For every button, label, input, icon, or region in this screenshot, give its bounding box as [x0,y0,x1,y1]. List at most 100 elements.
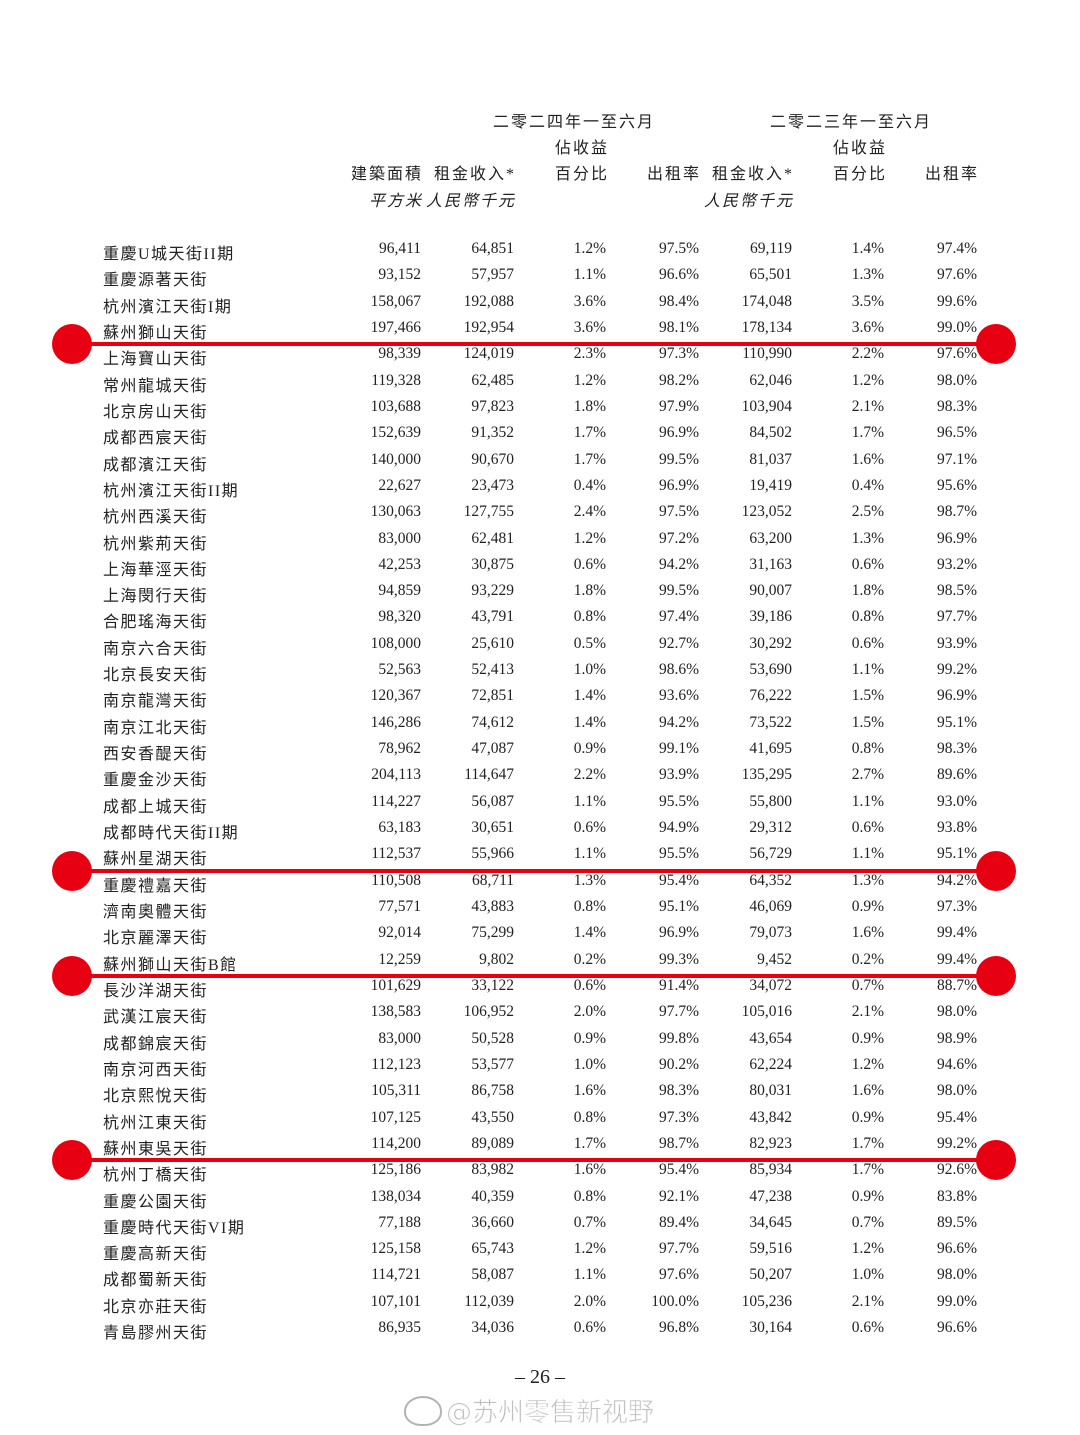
pct-2024-cell: 2.4% [573,503,606,521]
table-row: 上海華涇天街 42,253 30,875 0.6% 94.2% 31,163 0.6% 93.… [0,556,1080,582]
pct-2024-cell: 0.2% [573,950,606,968]
gfa-cell: 158,067 [370,292,421,310]
rent-2024-cell: 25,610 [471,634,514,652]
pct-2023-cell: 0.9% [851,1029,884,1047]
table-row: 杭州紫荊天街 83,000 62,481 1.2% 97.2% 63,200 1.3% 96.… [0,530,1080,556]
pct-2024-cell: 0.8% [573,1187,606,1205]
pct-2024-heading-1: 佔收益 [554,140,610,157]
gfa-cell: 78,962 [378,740,421,758]
property-name: 南京河西天街 [103,1061,209,1079]
watermark-text: @苏州零售新视野 [445,1398,655,1429]
pct-2023-cell: 1.5% [851,713,884,731]
rent-2024-cell: 52,413 [471,661,514,679]
gfa-cell: 92,014 [378,924,421,942]
rent-2023-cell: 30,292 [749,634,792,652]
rent-2023-cell: 19,419 [749,476,792,494]
rent-2024-cell: 112,039 [464,1292,514,1310]
pct-2024-cell: 2.0% [573,1292,606,1310]
occ-2023-cell: 96.5% [936,424,977,442]
occ-2023-cell: 96.9% [936,529,977,547]
occ-2024-cell: 97.5% [658,503,699,521]
occ-2023-cell: 97.7% [936,608,977,626]
rent-2023-cell: 90,007 [749,582,792,600]
rent-2023-cell: 174,048 [741,292,792,310]
rent-2024-cell: 62,481 [471,529,514,547]
occ-2024-cell: 97.9% [658,397,699,415]
pct-2023-cell: 2.1% [851,397,884,415]
occ-2023-cell: 93.8% [936,819,977,837]
pct-2023-cell: 3.5% [851,292,884,310]
rent-2023-cell: 85,934 [749,1161,792,1179]
rent-2024-cell: 192,088 [463,292,514,310]
gfa-cell: 138,583 [370,1003,421,1021]
occ-2023-cell: 98.3% [936,740,977,758]
red-dot-marker [52,851,92,891]
pct-2024-cell: 2.2% [573,766,606,784]
pct-2023-cell: 0.8% [851,608,884,626]
rent-2023-unit: 人民幣千元 [703,193,794,210]
property-name: 上海閔行天街 [103,588,209,606]
occ-2024-cell: 99.8% [658,1029,699,1047]
occ-2023-cell: 95.1% [936,713,977,731]
pct-2024-cell: 1.4% [573,687,606,705]
pct-2023-cell: 1.0% [851,1266,884,1284]
red-dot-marker [52,956,92,996]
property-name: 上海華涇天街 [103,561,209,579]
rent-2023-cell: 31,163 [749,555,792,573]
gfa-cell: 96,411 [378,240,421,257]
rent-2023-cell: 64,352 [749,871,792,889]
rent-2023-cell: 46,069 [749,898,792,915]
pct-2024-cell: 1.0% [573,1055,606,1073]
rent-2023-cell: 80,031 [749,1082,792,1100]
property-name: 蘇州獅山天街 [103,324,209,342]
table-row: 杭州西溪天街 130,063 127,755 2.4% 97.5% 123,052 2.5%… [0,503,1080,529]
gfa-cell: 114,200 [371,1134,421,1152]
gfa-cell: 107,125 [370,1108,421,1126]
rent-2023-heading: 租金收入* [711,166,794,183]
pct-2024-cell: 1.1% [573,792,606,810]
occ-2024-cell: 97.5% [658,240,699,257]
pct-2023-cell: 1.6% [851,1082,884,1100]
rent-2023-cell: 76,222 [749,687,792,705]
pct-2023-cell: 1.4% [851,240,884,257]
table-row: 長沙洋湖天街 101,629 33,122 0.6% 91.4% 34,072 0.7% 88… [0,977,1080,1003]
occ-2023-cell: 98.0% [936,1266,977,1284]
pct-2024-cell: 2.0% [573,1003,606,1021]
red-underline [70,869,1000,873]
pct-2023-cell: 0.6% [851,1319,884,1337]
pct-2024-cell: 3.6% [573,292,606,310]
occ-2023-cell: 98.0% [936,1082,977,1100]
gfa-cell: 152,639 [370,424,421,442]
rent-2023-cell: 41,695 [749,740,792,758]
rent-2024-cell: 68,711 [471,871,514,889]
gfa-cell: 105,311 [371,1082,421,1100]
pct-2024-cell: 1.1% [573,1266,606,1284]
pct-2024-cell: 3.6% [573,318,606,336]
gfa-cell: 119,328 [371,371,421,389]
occ-2024-heading: 出租率 [646,166,701,183]
red-dot-marker [976,1140,1016,1180]
gfa-cell: 204,113 [371,766,421,784]
occ-2024-cell: 96.8% [658,1319,699,1337]
occ-2023-cell: 98.9% [936,1029,977,1047]
gfa-cell: 125,186 [370,1161,421,1179]
table-row: 重慶金沙天街 204,113 114,647 2.2% 93.9% 135,295 2.7%… [0,766,1080,792]
occ-2024-cell: 92.1% [658,1187,699,1205]
pct-2023-cell: 2.7% [851,766,884,784]
rent-2023-cell: 59,516 [749,1240,792,1258]
property-name: 南京六合天街 [103,640,209,658]
pct-2024-cell: 1.2% [573,240,606,257]
rent-2024-cell: 64,851 [471,240,514,257]
occ-2023-cell: 83.8% [936,1187,977,1205]
occ-2023-cell: 97.3% [936,898,977,915]
rent-2023-cell: 29,312 [749,819,792,837]
table-row: 杭州濱江天街II期 22,627 23,473 0.4% 96.9% 19,419 0.4%… [0,477,1080,503]
table-row: 成都上城天街 114,227 56,087 1.1% 95.5% 55,800 1.1% 93… [0,793,1080,819]
rent-2024-cell: 75,299 [471,924,514,942]
occ-2024-cell: 95.4% [658,871,699,889]
table-row: 南京龍灣天街 120,367 72,851 1.4% 93.6% 76,222 1.5% 96… [0,687,1080,713]
occ-2024-cell: 97.2% [658,529,699,547]
rent-2023-cell: 69,119 [749,240,792,257]
occ-2024-cell: 96.9% [658,924,699,942]
rent-2023-cell: 34,645 [749,1213,792,1231]
